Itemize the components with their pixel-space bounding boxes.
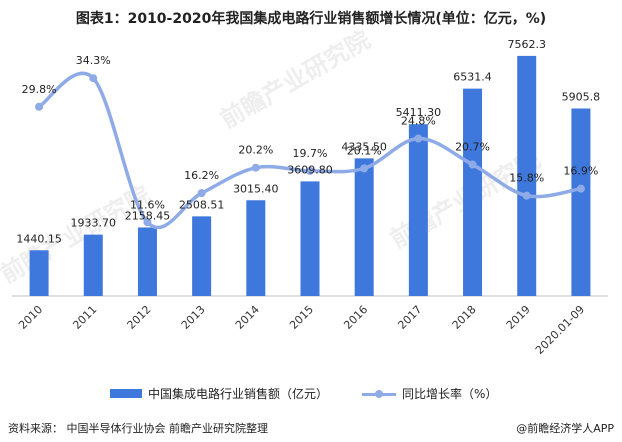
bar-value-label: 6531.4: [453, 71, 492, 84]
x-tick-label: 2020.01-09: [533, 303, 587, 357]
line-value-label: 16.9%: [563, 165, 598, 178]
bar-value-label: 2158.45: [125, 209, 171, 222]
line-value-label: 29.8%: [22, 83, 57, 96]
bar: [571, 108, 591, 297]
footer-source: 资料来源： 中国半导体行业协会 前瞻产业研究院整理: [8, 422, 268, 435]
bar: [192, 216, 212, 296]
line-point: [89, 74, 98, 83]
bar: [246, 200, 266, 296]
line-value-label: 24.8%: [401, 115, 436, 128]
line-point: [360, 164, 369, 173]
bar-value-label: 1933.70: [71, 217, 117, 230]
bar-value-label: 1440.15: [16, 232, 62, 245]
x-tick-label: 2018: [450, 303, 479, 332]
line-value-label: 20.7%: [455, 141, 490, 154]
line-value-label: 20.1%: [347, 144, 382, 157]
bar-value-label: 2508.51: [179, 198, 225, 211]
x-tick-label: 2011: [70, 303, 99, 332]
bar: [354, 158, 374, 296]
legend-label-growth: 同比增长率（%）: [402, 387, 498, 401]
line-point: [306, 166, 314, 175]
line-point: [468, 160, 477, 169]
line-point: [197, 189, 206, 198]
bar: [83, 234, 103, 296]
x-tick-label: 2015: [287, 303, 316, 332]
line-point: [143, 218, 152, 227]
line-value-label: 19.7%: [293, 147, 328, 160]
bar-value-label: 5905.8: [562, 90, 601, 103]
bar: [408, 124, 428, 296]
line-point: [576, 184, 585, 193]
line-point: [251, 163, 260, 172]
bar-value-label: 7562.3: [507, 38, 546, 51]
legend-item-sales: 中国集成电路行业销售额（亿元）: [110, 385, 328, 402]
x-tick-label: 2010: [16, 303, 45, 332]
x-tick-label: 2012: [125, 303, 154, 332]
bar: [463, 88, 483, 296]
legend-swatch-bar: [110, 389, 142, 398]
line-point: [414, 134, 423, 143]
growth-line: [38, 71, 582, 230]
bar-value-label: 4335.50: [341, 140, 387, 153]
bar-value-label: 3609.80: [287, 163, 333, 176]
footer-brand: @前瞻经济学人APP: [516, 422, 614, 435]
chart-title: 图表1：2010-2020年我国集成电路行业销售额增长情况(单位：亿元，%): [75, 11, 547, 27]
bar: [517, 55, 537, 297]
line-value-label: 11.6%: [130, 198, 165, 211]
bar-value-label: 5411.30: [396, 106, 442, 119]
legend-swatch-line: [362, 389, 396, 399]
legend-label-sales: 中国集成电路行业销售额（亿元）: [148, 387, 329, 401]
bar: [137, 227, 157, 296]
line-value-label: 20.2%: [238, 144, 273, 157]
line-value-label: 16.2%: [184, 169, 219, 182]
legend-item-growth: 同比增长率（%）: [362, 385, 497, 402]
x-tick-label: 2014: [233, 303, 262, 332]
x-tick-label: 2019: [504, 303, 533, 332]
x-tick-label: 2013: [179, 303, 208, 332]
line-point: [522, 191, 531, 200]
line-value-label: 15.8%: [509, 172, 544, 185]
line-point: [35, 102, 44, 111]
line-value-label: 34.3%: [76, 54, 111, 67]
bar-value-label: 3015.40: [233, 182, 279, 195]
x-tick-label: 2016: [341, 303, 370, 332]
bar: [29, 250, 49, 296]
bar: [300, 181, 320, 296]
x-tick-label: 2017: [395, 303, 424, 332]
